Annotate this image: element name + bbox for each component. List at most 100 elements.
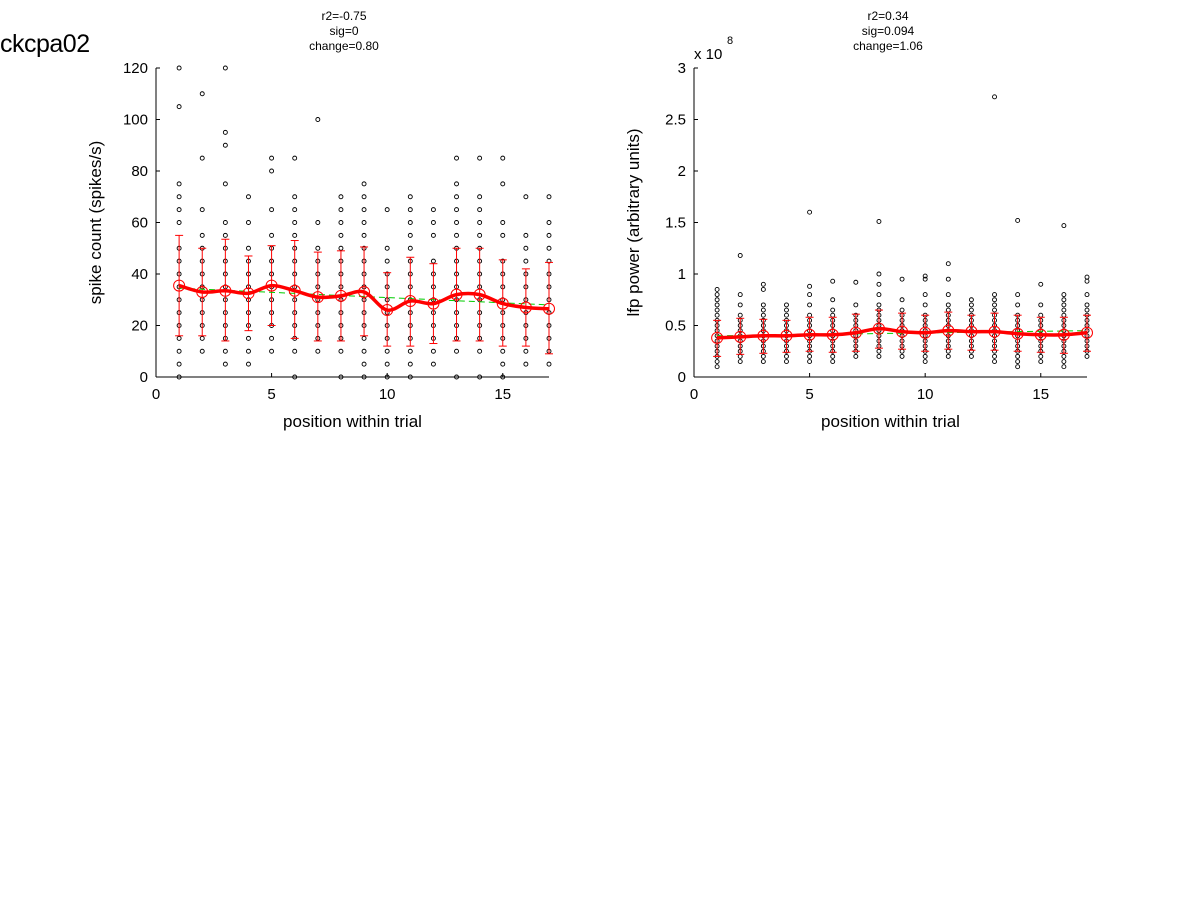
data-point [199,232,205,238]
data-point [714,307,720,313]
data-point [876,271,882,277]
data-point [945,261,951,267]
data-point [945,292,951,298]
data-point [246,220,251,225]
data-point [1061,223,1067,229]
data-point [968,307,974,313]
y-tick-label: 0.5 [665,318,686,335]
x-tick-label: 5 [267,386,275,403]
data-point [1015,292,1021,298]
data-point [830,359,836,364]
y-tick-label: 0 [140,369,148,386]
data-point [500,361,506,367]
data-point [454,194,459,200]
data-point [246,245,251,251]
x-tick-label: 10 [917,386,934,403]
data-point [500,374,506,380]
data-point [876,281,882,287]
data-point [922,276,928,282]
data-point [1084,302,1090,308]
x-axis-label: position within trial [283,412,422,431]
data-point [407,220,413,225]
figure-title: ckcpa02 [0,30,90,58]
data-point [430,258,436,264]
data-point [477,220,483,225]
data-point [361,220,367,225]
x-tick-label: 15 [1032,386,1049,403]
data-point [246,361,251,367]
data-point [1015,359,1021,364]
mean-marker [734,330,747,343]
data-point [315,245,321,251]
mean-marker [196,286,209,299]
mean-marker [826,328,839,341]
data-point [292,220,298,225]
data-point [807,283,813,289]
data-point [407,207,413,213]
data-point [176,181,182,187]
data-point [269,168,275,174]
data-point [737,359,743,364]
data-point [523,361,529,367]
data-point [338,220,344,225]
data-point [292,155,298,161]
data-point [992,292,997,298]
y-tick-label: 1.5 [665,215,686,232]
data-point [546,245,552,251]
data-point [945,348,951,354]
data-point [222,361,228,367]
data-point [361,361,367,367]
data-point [176,348,182,354]
data-point [1084,292,1090,298]
data-point [523,194,529,200]
data-point [546,232,552,238]
data-point [922,273,928,279]
data-point [361,181,367,187]
data-point [737,312,743,318]
data-point [176,194,182,200]
mean-marker [473,288,486,301]
data-point [760,353,766,359]
data-point [899,297,905,303]
data-point [199,91,205,97]
data-point [714,287,720,292]
data-point [784,359,789,364]
mean-marker [311,291,324,304]
data-point [714,302,720,308]
y-axis-label: lfp power (arbitrary units) [624,128,643,316]
y-tick-label: 120 [123,60,148,77]
data-point [807,353,813,359]
data-point [407,245,413,251]
data-point [1061,312,1067,318]
data-point [407,348,413,354]
data-point [853,302,859,308]
data-point [1038,281,1044,287]
data-point [500,232,506,238]
data-point [407,361,413,367]
data-point [807,292,813,298]
y-tick-label: 100 [123,112,148,129]
data-point [784,312,789,318]
mean-marker [849,326,862,339]
data-point [269,232,275,238]
exponent-label: x 10 [694,46,722,63]
data-point [714,297,720,303]
data-point [477,374,483,380]
data-point [830,307,836,313]
mean-marker [942,324,955,337]
data-point [1084,353,1090,359]
data-point [922,292,928,298]
data-point [546,220,552,225]
stat-line-3: change=0.80 [309,39,379,53]
data-point [830,297,836,303]
data-point [760,281,766,287]
data-point [454,348,459,354]
mean-curve [717,326,1088,340]
data-point [246,348,251,354]
data-point [269,207,275,213]
data-point [1038,312,1044,318]
stat-line-2: sig=0 [329,24,358,38]
data-point [807,209,813,215]
mean-marker [358,286,371,299]
data-point [737,302,743,308]
